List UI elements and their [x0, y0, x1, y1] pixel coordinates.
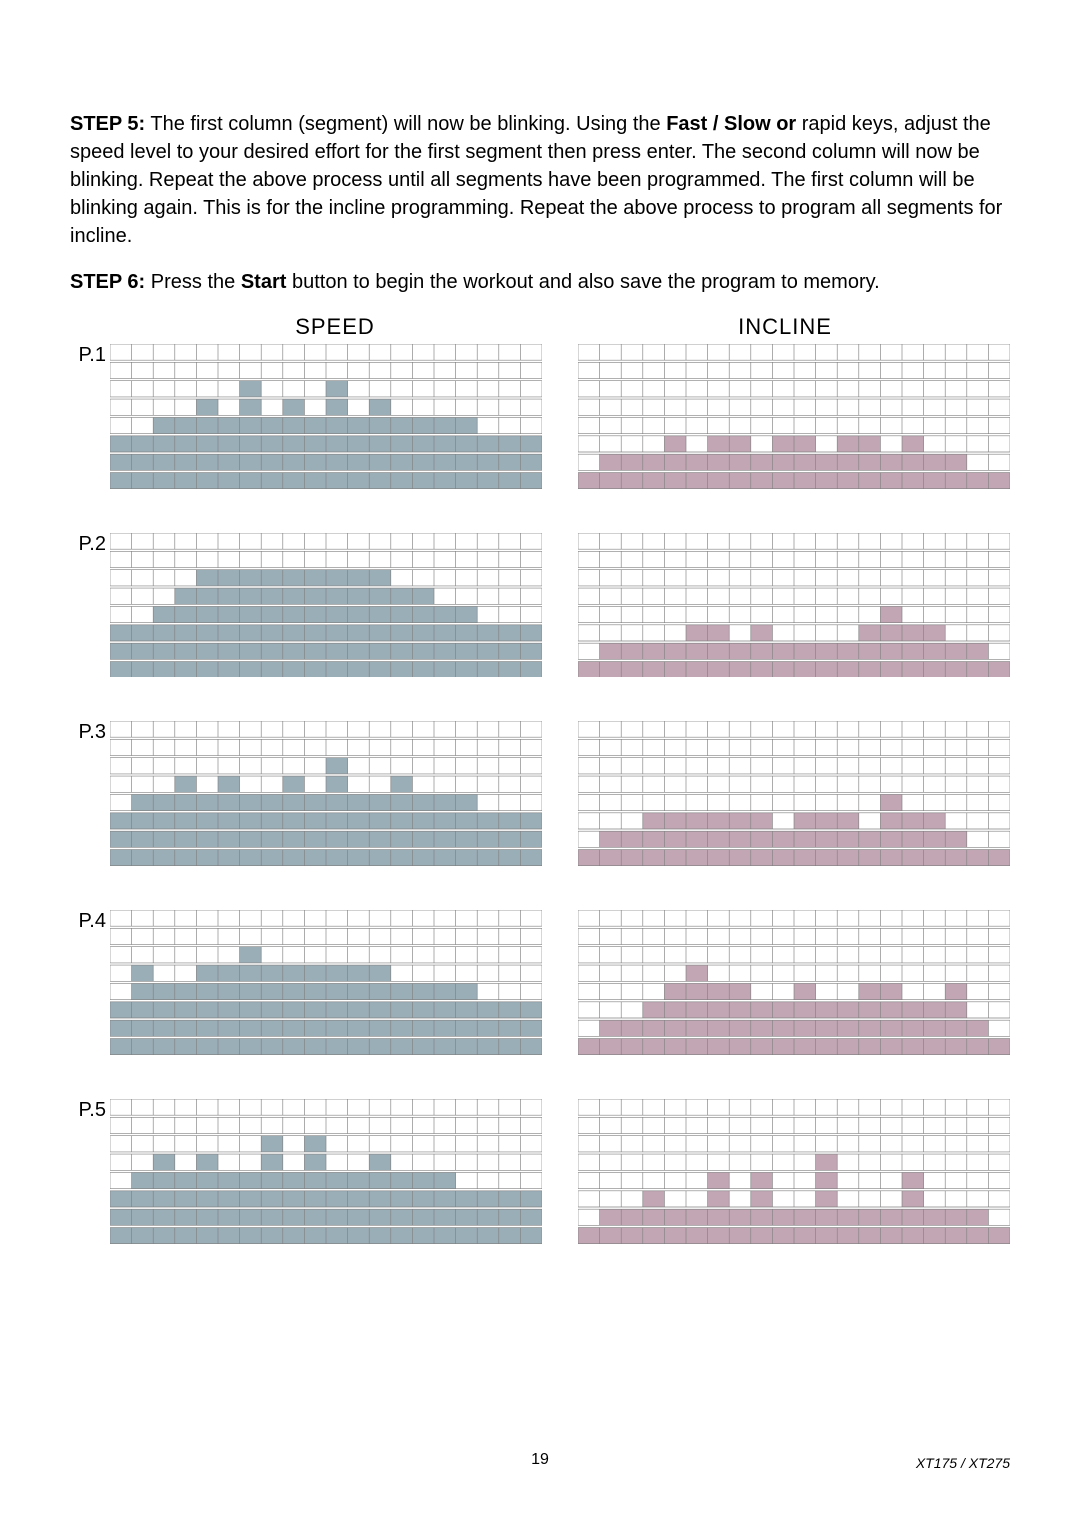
speed-chart — [110, 721, 542, 866]
step5-label: STEP 5: — [70, 113, 145, 135]
step5-paragraph: STEP 5: The first column (segment) will … — [70, 110, 1010, 250]
step6-paragraph: STEP 6: Press the Start button to begin … — [70, 268, 1010, 296]
incline-header: INCLINE — [560, 314, 1010, 340]
program-row: P.3 — [70, 721, 1010, 866]
program-label: P.4 — [70, 910, 110, 933]
chart-header-row: SPEED INCLINE — [70, 314, 1010, 340]
program-row: P.1 — [70, 344, 1010, 489]
step6-text-a: Press the — [145, 271, 241, 293]
speed-header: SPEED — [70, 314, 560, 340]
speed-chart — [110, 910, 542, 1055]
step6-text-b: button to begin the workout and also sav… — [286, 271, 879, 293]
program-row: P.2 — [70, 533, 1010, 678]
model-label: XT175 / XT275 — [916, 1455, 1010, 1471]
chart-pair — [110, 910, 1010, 1055]
incline-chart — [578, 533, 1010, 678]
charts-section: SPEED INCLINE P.1 P.2 P.3 P.4 P.5 — [70, 314, 1010, 1244]
program-row: P.5 — [70, 1099, 1010, 1244]
incline-chart — [578, 910, 1010, 1055]
chart-pair — [110, 344, 1010, 489]
step6-bold: Start — [241, 271, 287, 293]
chart-pair — [110, 721, 1010, 866]
step5-text-a: The first column (segment) will now be b… — [145, 113, 666, 135]
speed-chart — [110, 533, 542, 678]
speed-chart — [110, 1099, 542, 1244]
chart-pair — [110, 533, 1010, 678]
program-row: P.4 — [70, 910, 1010, 1055]
incline-chart — [578, 344, 1010, 489]
program-label: P.2 — [70, 533, 110, 556]
program-label: P.5 — [70, 1099, 110, 1122]
program-label: P.1 — [70, 344, 110, 367]
program-label: P.3 — [70, 721, 110, 744]
chart-pair — [110, 1099, 1010, 1244]
incline-chart — [578, 1099, 1010, 1244]
incline-chart — [578, 721, 1010, 866]
step5-bold: Fast / Slow or — [666, 113, 796, 135]
step6-label: STEP 6: — [70, 271, 145, 293]
speed-chart — [110, 344, 542, 489]
